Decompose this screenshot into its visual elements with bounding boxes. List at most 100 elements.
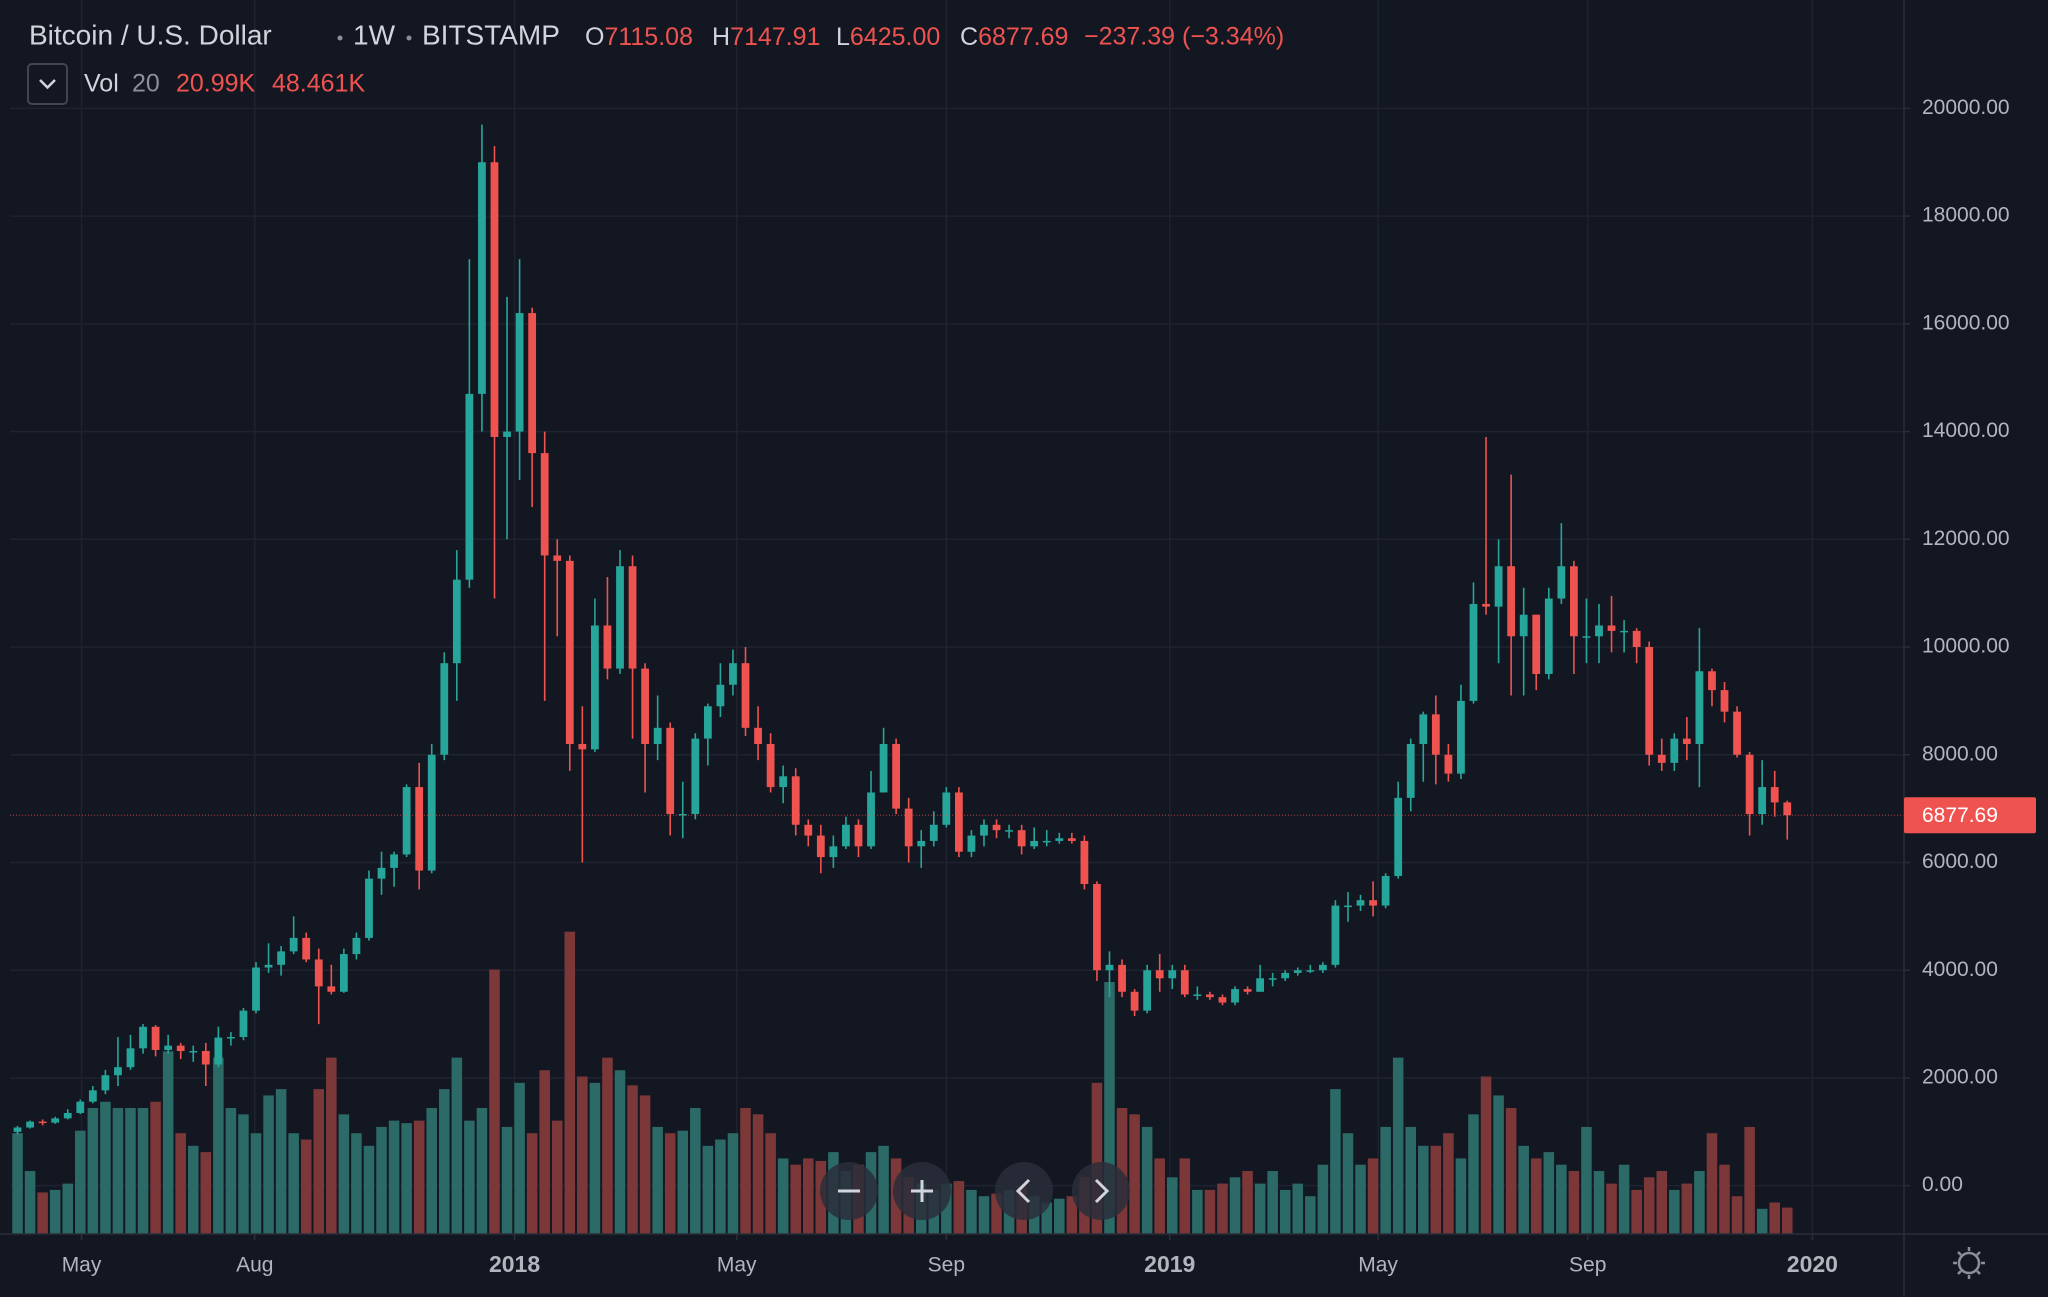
candle-body — [1281, 972, 1290, 979]
volume-bar — [1468, 1114, 1479, 1234]
volume-bar — [1543, 1152, 1555, 1234]
y-tick-label: 0.00 — [1922, 1173, 1963, 1196]
scroll-right-button[interactable] — [1072, 1162, 1130, 1220]
volume-bar — [1518, 1145, 1529, 1234]
candle-body — [1369, 900, 1377, 906]
grid — [10, 0, 1904, 1234]
x-tick-label: May — [1358, 1254, 1398, 1277]
volume-bar — [1556, 1164, 1567, 1234]
volume-bar — [1505, 1108, 1517, 1234]
volume-bar — [1242, 1171, 1253, 1234]
candle-body — [729, 663, 737, 685]
candle-body — [365, 878, 373, 938]
ohlc-value: 6425.00 — [850, 23, 940, 51]
volume-bar — [790, 1164, 801, 1234]
volume-bar — [1154, 1158, 1165, 1234]
volume-bar — [426, 1108, 437, 1234]
ohlc-low: L6425.00 — [836, 23, 940, 51]
candle-body — [892, 743, 901, 809]
candle-body — [1231, 989, 1239, 1003]
candle-body — [1645, 647, 1654, 755]
candle-body — [578, 743, 587, 750]
candle-body — [1168, 970, 1177, 979]
right-icon — [1094, 1178, 1110, 1204]
volume-bar — [1066, 1196, 1078, 1234]
candle-body — [942, 792, 951, 825]
candle-body — [327, 986, 336, 992]
collapse-toggle[interactable] — [27, 63, 68, 105]
candle-body — [201, 1051, 210, 1065]
candle-body — [616, 566, 624, 669]
volume-bar — [1380, 1126, 1391, 1234]
volume-bar — [639, 1095, 651, 1234]
volume-bar — [37, 1192, 48, 1234]
volume-bar — [1643, 1177, 1655, 1234]
candle-body — [1419, 714, 1428, 744]
candle-body — [804, 824, 813, 836]
volume-bar — [187, 1145, 199, 1234]
last-price-tag — [1904, 797, 2036, 834]
candle-body — [691, 738, 700, 815]
volume-bar — [1116, 1108, 1128, 1234]
candle-body — [779, 776, 788, 788]
volume-bar — [1731, 1196, 1743, 1234]
volume-bar — [87, 1108, 99, 1234]
candle-body — [1331, 905, 1340, 965]
candle-body — [842, 824, 850, 847]
candle-body — [1256, 978, 1265, 992]
volume-bar — [275, 1089, 287, 1234]
candle-body — [151, 1026, 160, 1050]
volume-bar — [300, 1139, 312, 1234]
volume-bar — [62, 1183, 74, 1234]
candle-body — [1733, 711, 1741, 755]
volume-layer — [12, 931, 1793, 1234]
volume-bar — [690, 1108, 701, 1234]
candle-body — [490, 162, 499, 437]
candle-body — [1444, 754, 1453, 774]
volume-bar — [1581, 1126, 1592, 1234]
settings-button[interactable] — [1953, 1247, 1985, 1279]
candle-body — [980, 824, 988, 836]
volume-bar — [351, 1133, 362, 1234]
candle-body — [1457, 700, 1465, 774]
candle-body — [1394, 797, 1403, 876]
candle-body — [1130, 991, 1139, 1011]
candle-body — [427, 754, 436, 871]
candle-body — [189, 1051, 198, 1053]
candle-body — [703, 706, 712, 739]
volume-bar — [1330, 1089, 1341, 1234]
candle-body — [465, 393, 474, 580]
volume-bar — [326, 1057, 337, 1234]
volume-bar — [1656, 1171, 1668, 1234]
volume-label: Vol — [84, 70, 119, 98]
candle-body — [1055, 838, 1064, 841]
volume-bar — [175, 1133, 186, 1234]
volume-bar — [1342, 1133, 1354, 1234]
x-tick-label: May — [62, 1254, 102, 1277]
candle-body — [954, 792, 963, 852]
symbol-title: Bitcoin / U.S. Dollar — [29, 19, 272, 50]
plus-icon — [911, 1180, 933, 1202]
volume-bar — [1166, 1177, 1178, 1234]
volume-bar — [941, 1183, 952, 1234]
volume-bar — [263, 1095, 274, 1234]
volume-bar — [602, 1057, 613, 1234]
volume-bar — [162, 1051, 174, 1234]
candle-body — [1206, 994, 1214, 998]
navigation-buttons — [820, 1162, 1130, 1220]
volume-bar — [1618, 1164, 1630, 1234]
scroll-left-button[interactable] — [995, 1162, 1053, 1220]
volume-bar — [125, 1108, 136, 1234]
volume-bar — [338, 1114, 350, 1234]
candle-body — [1381, 875, 1390, 906]
volume-bar — [413, 1120, 425, 1234]
volume-bar — [1355, 1164, 1366, 1234]
y-tick-label: 18000.00 — [1922, 204, 2010, 227]
candle-body — [126, 1048, 135, 1068]
candle-body — [227, 1037, 235, 1039]
volume-bar — [150, 1101, 161, 1234]
x-tick-label: May — [717, 1254, 757, 1277]
y-tick-label: 6000.00 — [1922, 850, 1998, 873]
candle-body — [339, 954, 348, 992]
volume-bar — [752, 1114, 764, 1234]
